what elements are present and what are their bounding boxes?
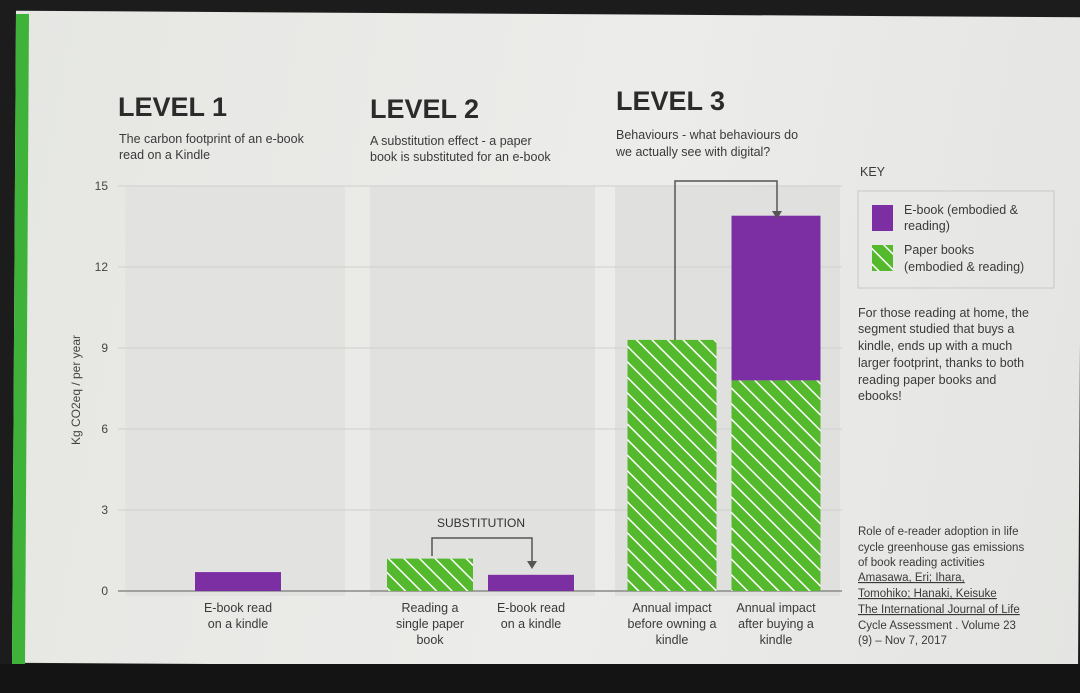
key-ebook-label-line-1: E-book (embodied &: [904, 203, 1019, 217]
reference-line: cycle greenhouse gas emissions: [858, 542, 1024, 554]
level-1-title: LEVEL 1: [118, 92, 227, 122]
reference-line: Role of e-reader adoption in life: [858, 526, 1018, 538]
bar-paper: [731, 380, 821, 591]
category-label: after buying a: [738, 617, 814, 631]
y-tick-label: 3: [101, 503, 108, 517]
level-1-desc-line-2: read on a Kindle: [119, 148, 210, 162]
y-tick-label: 12: [95, 260, 109, 274]
level-2-title: LEVEL 2: [370, 94, 479, 124]
level-3-desc-line-2: we actually see with digital?: [615, 145, 770, 159]
category-label: E-book read: [204, 601, 272, 615]
key-title: KEY: [860, 165, 886, 179]
substitution-arrowhead: [527, 561, 537, 569]
category-label: Annual impact: [632, 601, 712, 615]
reference-author-line: Tomohiko; Hanaki, Keisuke: [858, 588, 997, 600]
note-line: segment studied that buys a: [858, 322, 1014, 336]
y-tick-label: 6: [101, 422, 108, 436]
bar-ebook: [195, 572, 281, 591]
reference-text: Role of e-reader adoption in life cycle …: [858, 526, 1024, 647]
level-2-panel: [370, 186, 595, 596]
reference-journal-line: The International Journal of Life: [858, 604, 1020, 616]
y-axis-label: Kg CO2eq / per year: [69, 335, 83, 445]
category-label: on a kindle: [208, 617, 269, 631]
level-1-desc-line-1: The carbon footprint of an e-book: [119, 132, 305, 146]
note-line: kindle, ends up with a much: [858, 339, 1012, 353]
bar-paper: [627, 339, 717, 591]
category-label: book: [416, 633, 444, 647]
key-ebook-label-line-2: reading): [904, 219, 950, 233]
note-line: reading paper books and: [858, 373, 996, 387]
category-label: single paper: [396, 617, 464, 631]
category-label: kindle: [760, 633, 793, 647]
bar-ebook: [731, 215, 821, 381]
bar-paper: [387, 558, 473, 591]
reference-journal-line: Cycle Assessment . Volume 23: [858, 620, 1016, 632]
y-tick-label: 0: [101, 584, 108, 598]
level-1-panel: [125, 186, 345, 596]
reference-line: (9) – Nov 7, 2017: [858, 635, 947, 647]
level-3-connector: [674, 180, 778, 340]
reference-author-line: Amasawa, Eri; Ihara,: [858, 572, 965, 584]
note-line: ebooks!: [858, 389, 902, 403]
screen-bezel: [0, 664, 1080, 693]
y-tick-label: 9: [101, 341, 108, 355]
substitution-bracket: [431, 537, 533, 564]
category-label: E-book read: [497, 601, 565, 615]
reference-line: of book reading activities: [858, 557, 985, 569]
level-2-desc-line-2: book is substituted for an e-book: [370, 150, 551, 164]
category-label: before owning a: [628, 617, 717, 631]
note-text: For those reading at home, the segment s…: [858, 306, 1029, 403]
note-line: larger footprint, thanks to both: [858, 356, 1024, 370]
note-line: For those reading at home, the: [858, 306, 1029, 320]
substitution-label: SUBSTITUTION: [437, 516, 525, 530]
category-label: kindle: [656, 633, 689, 647]
category-label: Annual impact: [736, 601, 816, 615]
level-2-desc-line-1: A substitution effect - a paper: [370, 134, 532, 148]
bar-ebook: [488, 574, 574, 591]
category-label: on a kindle: [501, 617, 562, 631]
level-3-arrowhead: [772, 211, 782, 219]
key-paper-label-line-2: (embodied & reading): [904, 260, 1024, 274]
key-paper-label-line-1: Paper books: [904, 243, 974, 257]
y-tick-label: 15: [95, 179, 109, 193]
level-3-desc-line-1: Behaviours - what behaviours do: [616, 128, 798, 142]
key-ebook-swatch: [872, 205, 893, 231]
key-box: [857, 190, 1055, 289]
key-paper-swatch: [872, 245, 893, 271]
level-3-title: LEVEL 3: [616, 86, 725, 116]
category-label: Reading a: [402, 601, 459, 615]
